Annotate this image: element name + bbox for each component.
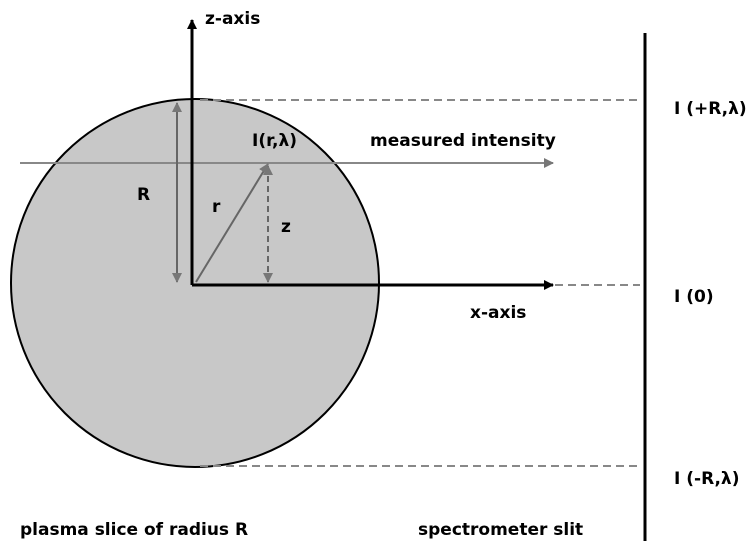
r-arrow [195,163,269,283]
projection-lines [200,99,640,467]
label: z [281,217,291,237]
label: I(r,λ) [252,131,297,151]
label: z-axis [205,9,260,29]
label: I (0) [674,287,714,307]
label: r [212,197,221,217]
label: measured intensity [370,131,556,151]
caption: spectrometer slit [418,520,583,540]
label: I (+R,λ) [674,99,747,119]
label: R [137,185,150,205]
label: x-axis [470,303,526,323]
caption: plasma slice of radius R [20,520,248,540]
label: I (-R,λ) [674,469,739,489]
plasma-circle [10,98,380,468]
